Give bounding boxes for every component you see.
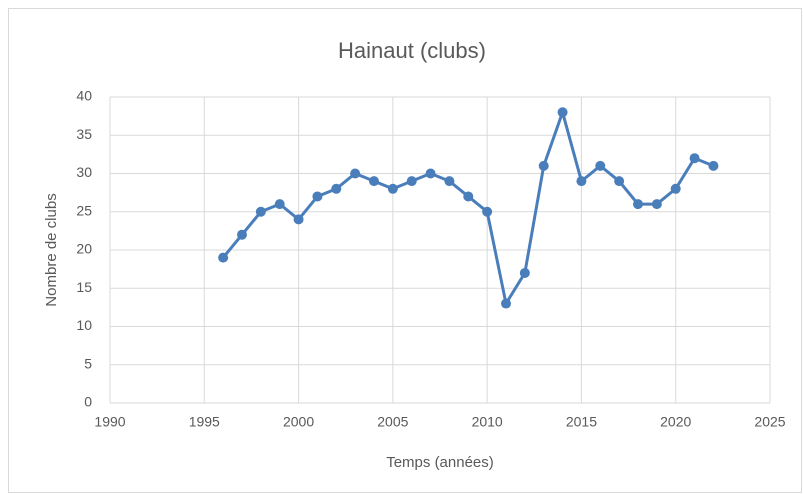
x-tick-label: 1990 [94,414,125,430]
y-tick-label: 10 [76,317,92,333]
x-tick-label: 2015 [566,414,597,430]
data-point [576,176,587,187]
y-tick-label: 30 [76,164,92,180]
data-point [406,176,417,187]
data-point [444,176,455,187]
y-tick-label: 0 [84,394,92,410]
data-point [312,191,323,202]
y-tick-label: 5 [84,355,92,371]
data-point [538,160,549,171]
x-tick-label: 2000 [283,414,314,430]
data-point [482,206,493,217]
data-point [670,183,681,194]
data-point [331,183,342,194]
data-point [501,298,511,309]
x-tick-label: 2025 [754,414,785,430]
data-point [274,199,285,210]
y-axis-label: Nombre de clubs [43,193,60,306]
x-tick-label: 1995 [189,414,220,430]
data-point [633,199,643,210]
data-point [293,214,304,225]
x-tick-label: 2010 [472,414,503,430]
y-tick-label: 15 [76,279,92,295]
y-tick-label: 25 [76,202,92,218]
data-point [651,199,662,210]
data-point [519,267,530,278]
data-point [425,168,436,179]
data-point [218,252,229,263]
y-tick-label: 40 [76,88,92,104]
data-point [595,160,606,171]
data-point [237,229,247,240]
x-tick-label: 2005 [377,414,408,430]
data-point [689,153,700,164]
x-axis-label: Temps (années) [386,454,494,471]
data-point [387,183,398,194]
data-point [369,176,379,187]
x-tick-label: 2020 [660,414,691,430]
data-point [255,206,266,217]
data-point [557,107,568,118]
data-point [350,168,361,179]
y-tick-label: 35 [76,126,92,142]
y-tick-label: 20 [76,241,92,257]
chart-title: Hainaut (clubs) [338,38,486,63]
data-point [614,176,625,187]
data-point [463,191,474,202]
data-point [708,160,719,171]
